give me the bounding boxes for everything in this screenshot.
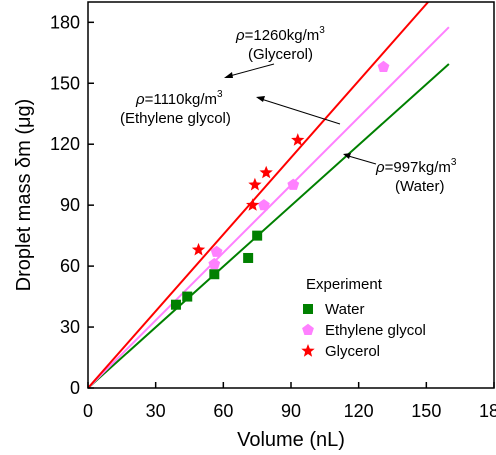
point-ethylene-glycol-0	[208, 257, 221, 270]
annotation-water-density: =997kg/m	[385, 159, 451, 176]
legend-label-water: Water	[325, 301, 364, 318]
annotation-water-arrowhead	[343, 153, 351, 159]
legend-marker-water	[303, 304, 313, 314]
annotation-ethylene-label: (Ethylene glycol)	[120, 110, 231, 127]
annotation-glycerol: ρ=1260kg/m3 (Glycerol)	[224, 25, 325, 78]
fit-lines	[87, 1, 450, 389]
point-glycerol-1	[246, 198, 260, 211]
y-tick-label-150: 150	[50, 73, 80, 93]
y-axis-title: Droplet mass δm (μg)	[13, 99, 35, 292]
point-ethylene-glycol-1	[210, 245, 223, 257]
fit-line-ethylene-glycol	[87, 26, 450, 389]
x-tick-label-30: 30	[146, 401, 166, 421]
fit-line-glycerol	[87, 1, 429, 389]
annotation-glycerol-density: =1260kg/m	[245, 27, 320, 44]
point-glycerol-3	[259, 165, 273, 179]
point-water-1	[182, 291, 193, 302]
point-glycerol-2	[248, 177, 262, 191]
point-glycerol-0	[191, 242, 206, 256]
y-tick-label-30: 30	[60, 317, 80, 337]
annotation-ethylene-exponent: 3	[217, 89, 223, 100]
point-water-2	[209, 269, 220, 280]
x-axis-title: Volume (nL)	[237, 429, 345, 451]
x-tick-label-90: 90	[281, 401, 301, 421]
annotation-glycerol-arrow	[225, 63, 275, 78]
y-tick-label-120: 120	[50, 134, 80, 154]
x-tick-label-60: 60	[213, 401, 233, 421]
point-water-0	[170, 299, 181, 310]
point-ethylene-glycol-4	[377, 60, 390, 72]
annotation-glycerol-rho: ρ	[235, 27, 245, 44]
annotation-ethylene-arrow	[257, 97, 341, 125]
y-tick-label-0: 0	[70, 378, 80, 398]
svg-text:ρ=1110kg/m3: ρ=1110kg/m3	[135, 89, 223, 108]
point-water-4	[252, 230, 263, 241]
legend-marker-ethylene-glycol	[302, 323, 314, 335]
annotation-ethylene-density: =1110kg/m	[145, 91, 217, 108]
legend-label-ethylene-glycol: Ethylene glycol	[325, 322, 426, 339]
x-tick-label-120: 120	[344, 401, 374, 421]
ticks: 0 30 60 90 120 150 180 0 30 60 90 120 150 180	[50, 12, 496, 421]
annotation-water-exponent: 3	[451, 157, 457, 168]
annotation-water: ρ=997kg/m3 (Water)	[343, 153, 457, 195]
y-tick-label-180: 180	[50, 12, 80, 32]
y-tick-label-90: 90	[60, 195, 80, 215]
legend-label-glycerol: Glycerol	[325, 343, 380, 360]
x-tick-label-180: 180	[479, 401, 496, 421]
annotation-glycerol-label: (Glycerol)	[248, 46, 313, 63]
annotation-ethylene-glycol: ρ=1110kg/m3 (Ethylene glycol)	[120, 89, 341, 127]
svg-text:ρ=1260kg/m3: ρ=1260kg/m3	[235, 25, 325, 44]
x-tick-label-0: 0	[83, 401, 93, 421]
fit-line-water	[87, 63, 450, 389]
point-glycerol-4	[291, 133, 305, 146]
annotation-glycerol-exponent: 3	[319, 25, 325, 36]
legend-title: Experiment	[306, 276, 383, 293]
y-tick-label-60: 60	[60, 256, 80, 276]
x-tick-label-150: 150	[411, 401, 441, 421]
annotation-ethylene-arrowhead	[256, 96, 265, 102]
legend: Experiment Water Ethylene glycol Glycerol	[301, 276, 426, 360]
point-water-3	[243, 252, 254, 263]
annotation-ethylene-rho: ρ	[135, 91, 145, 108]
legend-marker-glycerol	[301, 344, 315, 357]
point-ethylene-glycol-3	[287, 178, 300, 190]
point-ethylene-glycol-2	[258, 199, 270, 211]
annotation-water-arrow	[344, 154, 377, 165]
annotation-water-label: (Water)	[395, 178, 444, 195]
annotation-glycerol-arrowhead	[224, 72, 233, 78]
svg-text:ρ=997kg/m3: ρ=997kg/m3	[375, 157, 457, 176]
annotation-water-rho: ρ	[375, 159, 385, 176]
data-points	[170, 60, 390, 310]
